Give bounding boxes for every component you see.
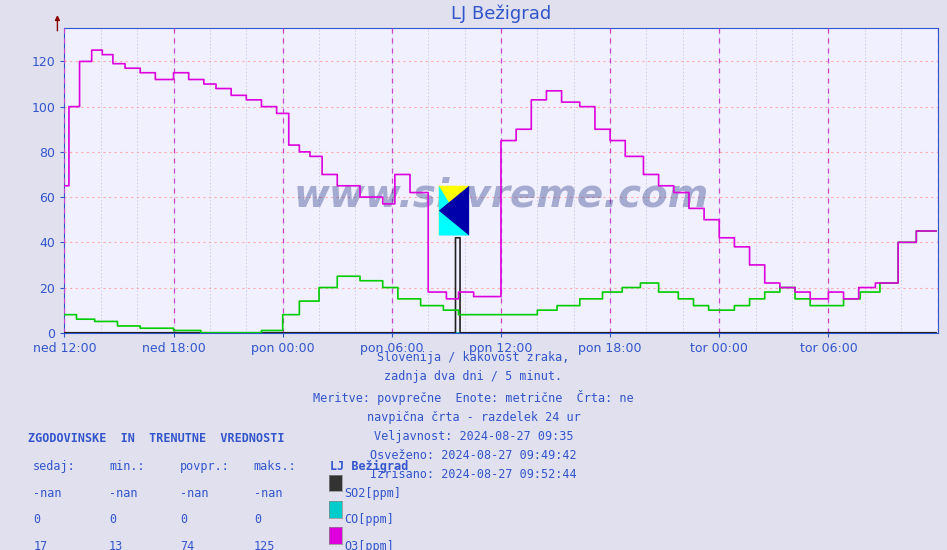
Text: 0: 0 <box>254 513 261 526</box>
Text: maks.:: maks.: <box>254 460 296 474</box>
Text: O3[ppm]: O3[ppm] <box>345 540 395 550</box>
Text: 13: 13 <box>109 540 123 550</box>
Text: 0: 0 <box>109 513 116 526</box>
Text: CO[ppm]: CO[ppm] <box>345 513 395 526</box>
Text: 0: 0 <box>180 513 188 526</box>
Text: 0: 0 <box>33 513 41 526</box>
Text: -nan: -nan <box>180 487 208 500</box>
Polygon shape <box>438 186 469 235</box>
Text: 125: 125 <box>254 540 276 550</box>
Text: www.si-vreme.com: www.si-vreme.com <box>294 177 708 214</box>
Polygon shape <box>438 186 469 235</box>
Text: Slovenija / kakovost zraka,
zadnja dva dni / 5 minut.
Meritve: povprečne  Enote:: Slovenija / kakovost zraka, zadnja dva d… <box>313 351 634 481</box>
Text: -nan: -nan <box>33 487 62 500</box>
Title: LJ Bežigrad: LJ Bežigrad <box>451 4 551 23</box>
Text: -nan: -nan <box>254 487 282 500</box>
Text: sedaj:: sedaj: <box>33 460 76 474</box>
Text: ZGODOVINSKE  IN  TRENUTNE  VREDNOSTI: ZGODOVINSKE IN TRENUTNE VREDNOSTI <box>28 432 285 445</box>
Text: 74: 74 <box>180 540 194 550</box>
Text: 17: 17 <box>33 540 47 550</box>
Text: -nan: -nan <box>109 487 137 500</box>
Text: povpr.:: povpr.: <box>180 460 230 474</box>
Text: LJ Bežigrad: LJ Bežigrad <box>330 460 408 474</box>
Text: SO2[ppm]: SO2[ppm] <box>345 487 402 500</box>
Text: min.:: min.: <box>109 460 145 474</box>
Polygon shape <box>438 186 469 235</box>
